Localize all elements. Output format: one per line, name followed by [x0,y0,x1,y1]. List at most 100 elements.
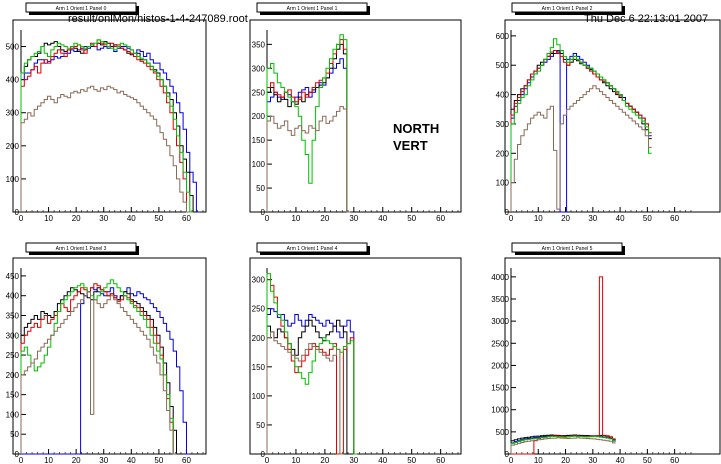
x-tick-label: 20 [320,214,329,223]
y-tick-label: 200 [252,112,266,121]
title-box [25,2,137,13]
panel-title: Arm 1 Orient 1 Panel 1 [256,2,370,15]
y-tick-label: 250 [252,88,266,97]
panel-title: Arm 1 Orient 1 Panel 3 [25,242,139,255]
x-tick-label: 20 [561,214,570,223]
x-tick-label: 20 [320,456,329,464]
panel-frame [12,257,207,455]
series-brown [20,85,190,213]
y-tick-label: 250 [6,351,20,360]
y-tick-label: 1000 [491,406,509,415]
y-tick-label: 2000 [491,361,509,370]
x-tick-label: 60 [182,214,191,223]
y-tick-label: 150 [252,136,266,145]
x-tick-label: 60 [182,456,191,464]
panel-frame [504,19,721,213]
x-tick-label: 40 [616,214,625,223]
x-tick-label: 50 [407,456,416,464]
y-tick-label: 200 [6,371,20,380]
title-box [511,242,623,253]
histogram-panel-3: Arm 1 Orient 1 Panel 3 0 10 20 30 40 50 60 0 50 10… [6,242,207,464]
y-tick-label: 300 [6,109,20,118]
y-tick-label: 4000 [491,273,509,282]
y-tick-label: 100 [496,179,510,188]
title-text: Arm 1 Orient 1 Panel 5 [542,246,593,252]
x-tick-label: 40 [127,456,136,464]
panel-title: Arm 1 Orient 1 Panel 0 [25,2,139,15]
title-text: Arm 1 Orient 1 Panel 4 [287,246,338,252]
series-green [510,435,616,454]
y-tick-label: 50 [10,430,19,439]
x-tick-label: 60 [436,214,445,223]
panel-title: Arm 1 Orient 1 Panel 2 [511,2,625,15]
y-tick-label: 500 [496,61,510,70]
x-tick-label: 20 [72,214,81,223]
y-tick-label: 100 [252,160,266,169]
y-tick-label: 400 [6,76,20,85]
y-tick-label: 50 [256,421,265,430]
y-tick-label: 0 [505,208,510,217]
y-tick-label: 3000 [491,317,509,326]
series-black [20,41,197,213]
histogram-panel-1: Arm 1 Orient 1 Panel 1 0 10 20 30 40 50 60 0 50 10… [249,2,462,223]
x-tick-label: 30 [349,214,358,223]
y-tick-label: 200 [496,149,510,158]
y-tick-label: 450 [6,272,20,281]
x-tick-label: 50 [407,214,416,223]
x-tick-label: 10 [44,214,53,223]
series-black [266,319,351,455]
y-tick-label: 600 [496,32,510,41]
y-tick-label: 3500 [491,295,509,304]
title-text: Arm 1 Orient 1 Panel 1 [287,6,338,12]
series-black [510,50,652,212]
x-tick-label: 20 [561,456,570,464]
x-tick-label: 30 [349,456,358,464]
series-black [20,287,180,455]
y-tick-label: 100 [6,175,20,184]
x-tick-label: 10 [291,214,300,223]
title-box [256,242,368,253]
series-blue [510,50,652,213]
histogram-panel-5: Arm 1 Orient 1 Panel 5 0 10 20 30 40 50 60 0 500 1… [491,242,721,464]
y-tick-label: 400 [6,292,20,301]
series-red [20,39,190,213]
y-tick-label: 0 [261,450,266,459]
series-green [266,273,358,455]
x-tick-label: 60 [436,456,445,464]
y-tick-label: 500 [6,43,20,52]
title-text: Arm 1 Orient 1 Panel 0 [56,6,107,12]
panel-frame [249,257,462,455]
y-tick-label: 300 [252,64,266,73]
x-tick-label: 0 [19,456,24,464]
series-red [511,276,616,455]
y-tick-label: 250 [252,305,266,314]
title-box [256,2,368,13]
x-tick-label: 0 [19,214,24,223]
series-brown [266,331,344,455]
panel-title: Arm 1 Orient 1 Panel 4 [256,242,370,255]
y-tick-label: 50 [256,184,265,193]
histogram-panel-4: Arm 1 Orient 1 Panel 4 0 10 20 30 40 50 60 0 50 10… [249,242,462,464]
series-brown [510,437,616,454]
y-tick-label: 0 [505,450,510,459]
histogram-panel-2: Arm 1 Orient 1 Panel 20 10 20 30 40 50 6001002… [496,2,721,223]
panel-title: Arm 1 Orient 1 Panel 5 [511,242,625,255]
series-blue [21,287,190,455]
y-tick-label: 300 [6,331,20,340]
y-tick-label: 1500 [491,384,509,393]
x-tick-label: 0 [509,456,514,464]
x-tick-label: 40 [378,214,387,223]
series-blue [266,58,351,213]
title-text: Arm 1 Orient 1 Panel 2 [542,6,593,12]
y-tick-label: 300 [252,276,266,285]
series-green [266,34,351,213]
x-tick-label: 40 [378,456,387,464]
x-tick-label: 50 [154,214,163,223]
x-tick-label: 10 [534,456,543,464]
series-green [20,39,194,213]
north-label: NORTH [393,121,439,136]
x-tick-label: 10 [44,456,53,464]
series-red [20,283,177,455]
y-tick-label: 100 [252,392,266,401]
